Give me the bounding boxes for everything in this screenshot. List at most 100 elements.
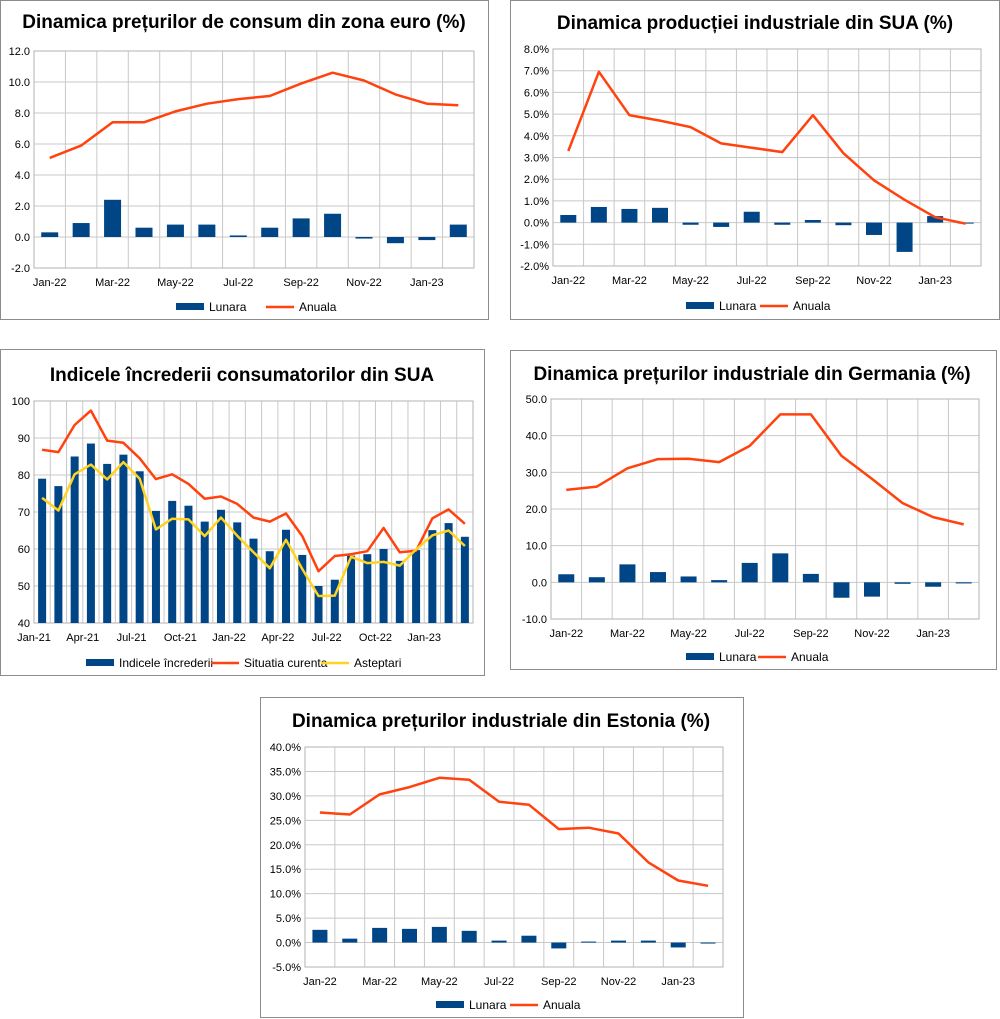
bar	[611, 940, 626, 943]
bar	[314, 586, 323, 623]
y-tick-label: 30.0	[526, 467, 547, 479]
legend-label: Lunara	[719, 299, 757, 313]
x-tick-label: Nov-22	[856, 275, 891, 287]
x-tick-label: May-22	[672, 275, 709, 287]
x-tick-label: Jul-22	[737, 275, 767, 287]
legend-label: Indicele încrederii	[119, 656, 213, 670]
bar	[894, 582, 911, 584]
bar	[896, 222, 913, 252]
bar	[38, 478, 47, 623]
legend-label: Anuala	[793, 299, 831, 313]
bar	[282, 529, 291, 623]
bar	[431, 926, 447, 943]
legend-label: Asteptari	[354, 656, 401, 670]
series-line-1	[41, 409, 466, 573]
bar	[54, 486, 63, 623]
x-tick-label: Jan-22	[33, 277, 67, 289]
bar	[324, 213, 342, 237]
bar	[355, 237, 373, 239]
bar	[670, 942, 686, 948]
bar	[312, 929, 328, 943]
chart-panel-us-industrial-production: Dinamica producției industriale din SUA …	[510, 0, 1000, 320]
series-line-1	[49, 71, 459, 160]
x-tick-label: Jul-22	[484, 976, 514, 988]
series-line-1	[567, 70, 966, 225]
bar	[86, 443, 95, 623]
y-tick-label: 70	[18, 507, 30, 519]
bar	[330, 579, 339, 623]
bar	[835, 222, 852, 226]
y-tick-label: 1.0%	[524, 196, 549, 208]
bar	[379, 549, 388, 623]
legend-swatch-bar	[686, 653, 714, 660]
bar	[619, 564, 636, 583]
y-tick-label: -1.0%	[520, 239, 549, 251]
bar	[461, 930, 477, 943]
series-line-2	[41, 460, 466, 598]
bar	[184, 505, 193, 623]
x-tick-label: Jan-23	[410, 277, 444, 289]
bar	[802, 573, 819, 583]
y-tick-label: 15.0%	[270, 864, 301, 876]
x-tick-label: Jul-22	[223, 277, 253, 289]
bar	[588, 577, 605, 583]
chart-svg: Dinamica prețurilor industriale din Germ…	[522, 364, 980, 664]
bar	[216, 509, 225, 623]
y-tick-label: 10.0	[526, 541, 547, 553]
bar	[449, 224, 467, 237]
bar	[233, 522, 242, 623]
legend-label: Anuala	[543, 998, 581, 1012]
legend-swatch-bar	[86, 659, 114, 666]
y-tick-label: 60	[18, 544, 30, 556]
y-tick-label: 10.0%	[270, 889, 301, 901]
bar	[713, 222, 730, 227]
chart-svg: Indicele încrederii consumatorilor din S…	[12, 365, 474, 670]
bar	[151, 510, 160, 623]
y-tick-label: 30.0%	[270, 791, 301, 803]
y-tick-label: 0.0	[15, 232, 30, 244]
bar	[70, 456, 79, 623]
y-tick-label: 3.0%	[524, 153, 549, 165]
legend-label: Anuala	[791, 650, 829, 664]
x-tick-label: Jan-22	[551, 275, 585, 287]
y-tick-label: 8.0	[15, 108, 30, 120]
y-tick-label: 40	[18, 618, 30, 630]
x-tick-label: Sep-22	[795, 275, 830, 287]
x-tick-label: Jan-23	[916, 628, 950, 640]
x-tick-label: Nov-22	[854, 628, 889, 640]
bar	[640, 940, 656, 943]
plot-frame	[550, 398, 980, 620]
y-tick-label: 20.0%	[270, 840, 301, 852]
x-tick-label: Jul-21	[117, 632, 147, 644]
series-line-1	[319, 776, 709, 888]
legend-label: Situatia curenta	[244, 656, 328, 670]
plot-frame	[304, 746, 724, 968]
x-tick-label: Mar-22	[95, 277, 130, 289]
x-tick-label: Jul-22	[312, 632, 342, 644]
bar	[402, 928, 417, 943]
y-tick-label: 12.0	[9, 46, 30, 58]
y-tick-label: -5.0%	[272, 962, 301, 974]
bar	[229, 235, 247, 237]
x-tick-label: Sep-22	[283, 277, 318, 289]
bar	[590, 206, 607, 223]
chart-title: Dinamica prețurilor industriale din Germ…	[533, 364, 970, 385]
y-tick-label: -2.0%	[520, 261, 549, 273]
bar	[650, 572, 666, 583]
bar	[652, 207, 668, 223]
bar	[395, 560, 404, 623]
x-tick-label: Jan-22	[549, 628, 583, 640]
x-tick-label: Nov-22	[346, 277, 381, 289]
bar	[444, 523, 453, 623]
chart-title: Dinamica producției industriale din SUA …	[557, 13, 953, 34]
legend-swatch-bar	[436, 1001, 464, 1008]
y-tick-label: 100	[12, 396, 30, 408]
x-tick-label: Oct-22	[359, 632, 392, 644]
bar	[491, 940, 507, 943]
y-tick-label: 8.0%	[524, 44, 549, 56]
bar	[412, 550, 421, 623]
legend-label: Lunara	[469, 998, 507, 1012]
chart-title: Dinamica prețurilor de consum din zona e…	[22, 12, 465, 33]
bar	[700, 942, 716, 944]
bar	[521, 935, 537, 943]
